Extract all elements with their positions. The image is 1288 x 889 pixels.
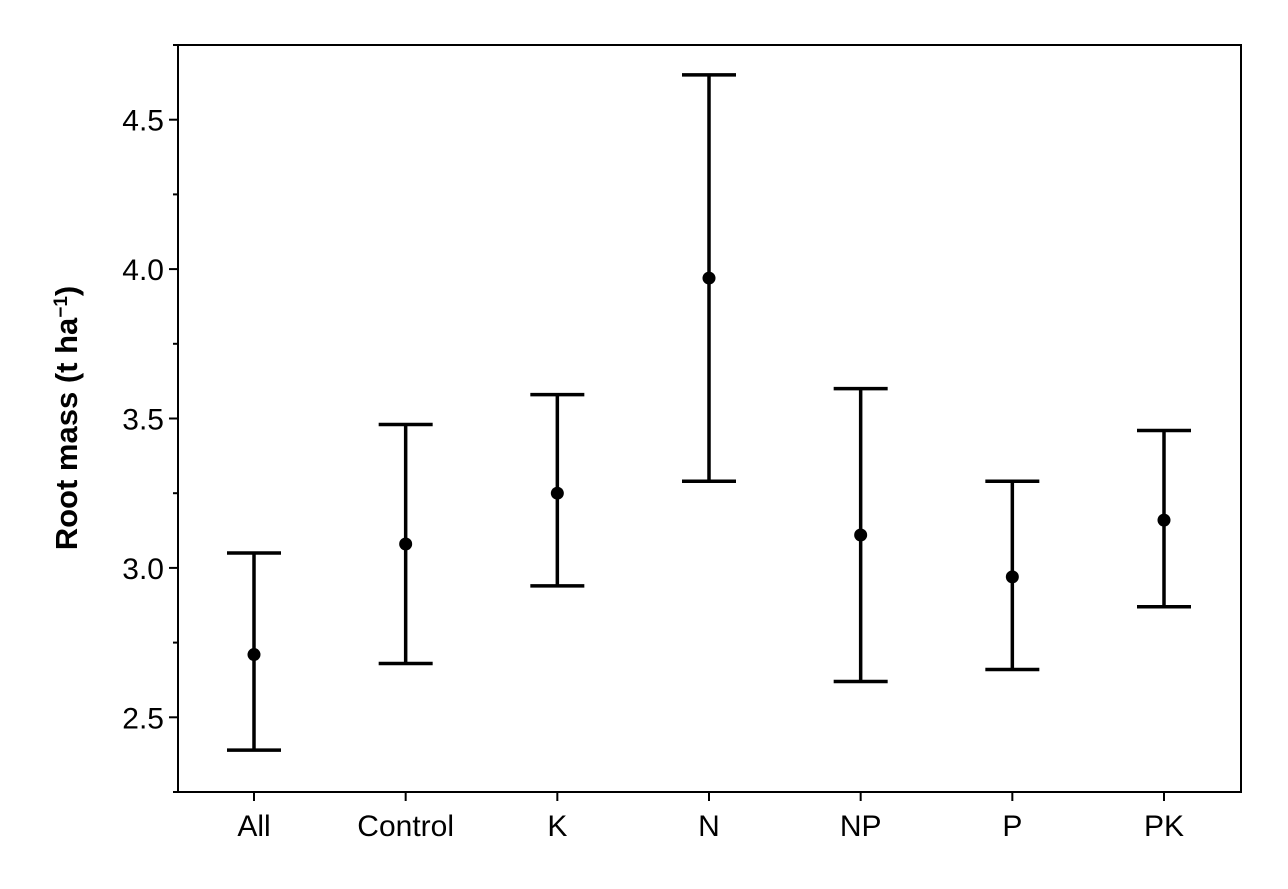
y-axis-ticks: 2.5 3.0 3.5 4.0 4.5 (122, 44, 178, 793)
y-tick-label: 3.5 (122, 404, 164, 437)
errorbar-np (833, 386, 888, 684)
errorbar-n (682, 73, 736, 483)
mean-point (247, 648, 261, 662)
x-tick-label: Control (357, 810, 454, 843)
mean-point (1005, 570, 1019, 584)
errorbar-control (378, 422, 433, 666)
errorbar-k (530, 392, 585, 588)
x-tick-label: All (237, 810, 270, 843)
mean-point (1157, 513, 1171, 527)
errorbar-p (985, 479, 1040, 672)
y-tick-label: 2.5 (122, 702, 164, 735)
errorbar-series (227, 73, 1191, 752)
errorbar-all (227, 551, 281, 752)
y-tick-label: 4.5 (122, 105, 164, 138)
mean-point (550, 486, 564, 500)
y-tick-label: 4.0 (122, 254, 164, 287)
x-tick-label: P (1002, 810, 1022, 843)
x-tick-label: K (547, 810, 567, 843)
mean-point (854, 528, 868, 542)
y-tick-label: 3.0 (122, 553, 164, 586)
mean-point (702, 271, 716, 285)
x-tick-label: PK (1144, 810, 1184, 843)
x-tick-label: N (698, 810, 720, 843)
mean-point (399, 537, 413, 551)
x-axis-ticks: All Control K N NP P PK (237, 792, 1184, 843)
errorbar-pk (1137, 428, 1191, 609)
y-axis-title: Root mass (t ha−1) (49, 286, 84, 551)
x-tick-label: NP (840, 810, 882, 843)
